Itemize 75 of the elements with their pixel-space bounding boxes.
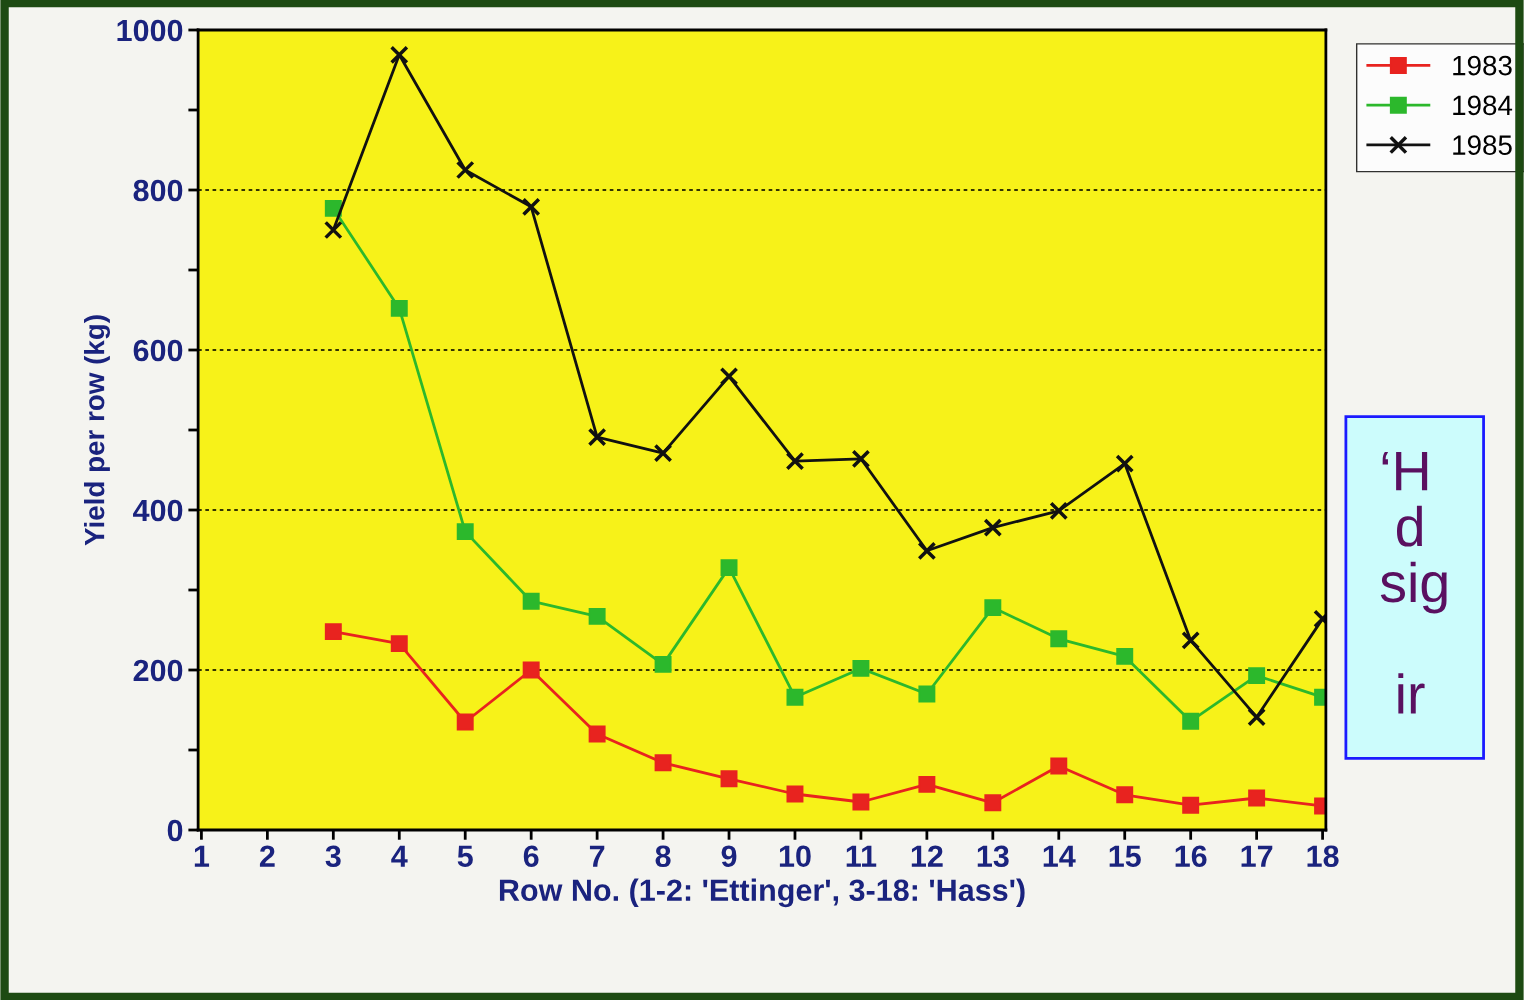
- point: [785, 451, 805, 471]
- point: [390, 299, 408, 317]
- point: [654, 754, 672, 772]
- point: [786, 785, 804, 803]
- point: [324, 623, 342, 641]
- point: [1182, 712, 1200, 730]
- x-axis-title: Row No. (1-2: 'Ettinger', 3-18: 'Hass'): [499, 878, 1025, 908]
- point: [456, 713, 474, 731]
- point: [389, 45, 409, 65]
- point: [851, 449, 871, 469]
- point: [1248, 667, 1266, 685]
- x-tick-label: 13: [977, 845, 1009, 868]
- point: [1115, 454, 1135, 473]
- point: [654, 655, 672, 673]
- x-tick-label: 11: [846, 845, 877, 867]
- x-tick-label: 14: [1043, 845, 1076, 867]
- point: [455, 160, 475, 180]
- x-tick-label: 15: [1109, 845, 1141, 868]
- legend-label: 1985: [1453, 135, 1512, 155]
- x-tick-label: 17: [1241, 845, 1273, 867]
- x-tick-label: 1: [194, 845, 210, 867]
- x-tick-label: 12: [911, 845, 943, 867]
- point: [984, 794, 1002, 812]
- point: [1116, 647, 1134, 665]
- x-tick-label: 10: [779, 845, 811, 868]
- point: [390, 635, 408, 653]
- y-tick-label: 200: [133, 659, 183, 682]
- point: [852, 659, 870, 677]
- point: [1116, 786, 1134, 804]
- x-tick-label: 4: [391, 845, 408, 867]
- x-tick-label: 3: [325, 845, 341, 868]
- point: [324, 199, 342, 217]
- point: [983, 518, 1003, 537]
- point: [852, 793, 870, 811]
- legend-label: 1983: [1453, 55, 1512, 76]
- point: [1050, 757, 1068, 775]
- point: [1181, 631, 1201, 650]
- point: [786, 688, 804, 706]
- point: [588, 607, 606, 625]
- point: [1182, 796, 1200, 814]
- point: [917, 541, 937, 561]
- point: [1247, 707, 1267, 727]
- point: [521, 197, 541, 217]
- point: [588, 725, 606, 743]
- point: [719, 367, 739, 386]
- y-tick-label: 1000: [117, 19, 183, 42]
- y-tick-label: 600: [133, 339, 183, 362]
- y-tick-label: 0: [167, 819, 183, 842]
- point: [456, 523, 474, 541]
- point: [653, 443, 673, 463]
- point: [984, 599, 1002, 617]
- point: [522, 592, 540, 610]
- x-tick-label: 2: [259, 845, 275, 867]
- y-tick-label: 800: [133, 179, 183, 202]
- legend-label: 1984: [1453, 95, 1513, 116]
- y-tick-label: 400: [133, 499, 183, 522]
- point: [1248, 789, 1266, 807]
- point: [522, 661, 540, 679]
- x-tick-label: 6: [523, 845, 539, 868]
- point: [1050, 630, 1068, 648]
- point: [720, 559, 738, 577]
- point: [323, 220, 343, 240]
- x-tick-label: 7: [589, 845, 605, 867]
- x-tick-label: 5: [457, 845, 473, 868]
- point: [1049, 501, 1069, 521]
- point: [720, 770, 738, 788]
- text: ‘H d sig ir: [1380, 452, 1447, 714]
- point: [587, 427, 607, 447]
- x-tick-label: 8: [655, 845, 671, 868]
- x-tick-label: 9: [721, 845, 737, 868]
- x-tick-label: 16: [1175, 845, 1207, 868]
- point: [918, 775, 936, 793]
- x-tick-label: 18: [1307, 845, 1339, 868]
- y-axis-title: Yield per row (kg): [84, 315, 111, 546]
- point: [918, 685, 936, 703]
